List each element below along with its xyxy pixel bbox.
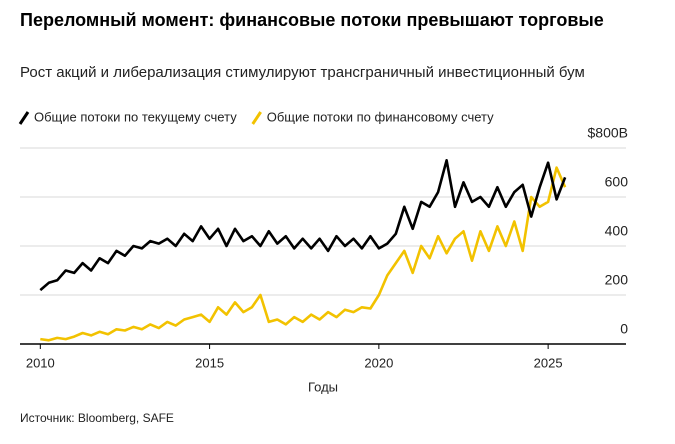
y-tick-label: 600: [605, 174, 629, 190]
legend-swatch: [18, 111, 30, 125]
legend-label: Общие потоки по финансовому счету: [267, 109, 494, 124]
y-tick-label: $800B: [588, 125, 628, 141]
legend-swatch: [251, 111, 262, 125]
chart-title: Переломный момент: финансовые потоки пре…: [20, 10, 604, 30]
series-line: [40, 166, 567, 342]
y-tick-label: 0: [620, 321, 628, 337]
source-note: Источник: Bloomberg, SAFE: [20, 411, 174, 425]
legend-label: Общие потоки по текущему счету: [34, 109, 237, 124]
y-tick-label: 200: [605, 272, 629, 288]
x-tick-label: 2015: [195, 355, 224, 370]
x-tick-label: 2010: [26, 355, 55, 370]
x-tick-label: 2025: [534, 355, 563, 370]
x-tick-label: 2020: [364, 355, 393, 370]
chart-subtitle: Рост акций и либерализация стимулируют т…: [20, 64, 585, 81]
series-line: [39, 159, 567, 292]
x-axis-label: Годы: [308, 379, 338, 394]
y-tick-label: 400: [605, 223, 629, 239]
